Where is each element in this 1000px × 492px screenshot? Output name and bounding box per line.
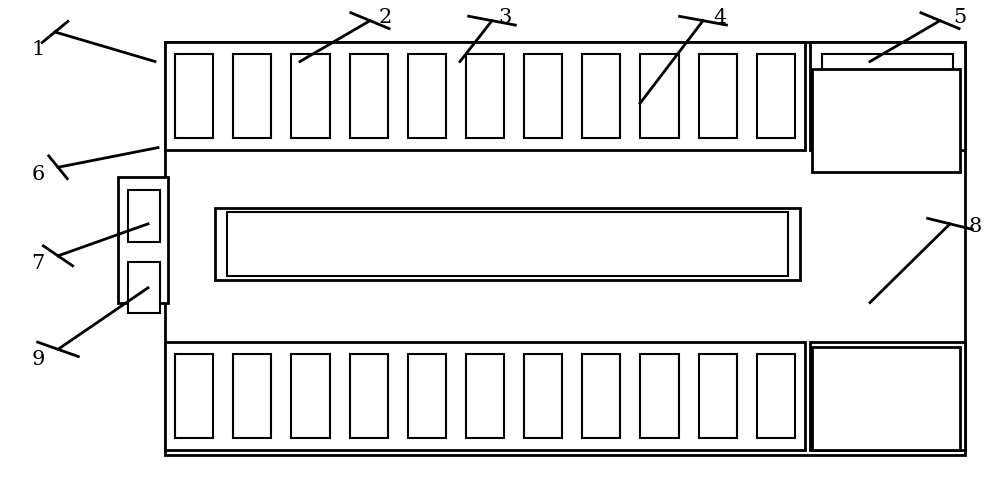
Bar <box>165 42 965 455</box>
Bar <box>408 354 446 438</box>
Text: 3: 3 <box>498 8 512 27</box>
Bar <box>524 54 562 138</box>
Text: 4: 4 <box>713 8 727 27</box>
Bar <box>118 177 168 303</box>
Bar <box>757 54 795 138</box>
Text: 6: 6 <box>31 165 45 184</box>
Bar <box>291 354 330 438</box>
Bar <box>165 342 805 450</box>
Bar <box>233 354 271 438</box>
Bar <box>822 54 953 138</box>
Bar <box>466 54 504 138</box>
Bar <box>215 208 800 280</box>
Bar <box>128 262 160 313</box>
Bar <box>582 354 620 438</box>
Bar <box>757 354 795 438</box>
Bar <box>350 354 388 438</box>
Bar <box>128 190 160 242</box>
Bar <box>233 54 271 138</box>
Text: 1: 1 <box>31 40 45 59</box>
Bar <box>466 354 504 438</box>
Bar <box>291 54 330 138</box>
Bar <box>175 354 213 438</box>
Bar <box>227 212 788 277</box>
Bar <box>812 69 960 172</box>
Bar <box>165 42 805 150</box>
Bar <box>810 42 965 150</box>
Bar <box>640 354 679 438</box>
Bar <box>524 354 562 438</box>
Bar <box>350 54 388 138</box>
Bar <box>699 54 737 138</box>
Text: 7: 7 <box>31 254 45 273</box>
Bar <box>408 54 446 138</box>
Bar <box>810 342 965 450</box>
Text: 9: 9 <box>31 350 45 369</box>
Bar <box>812 347 960 450</box>
Bar <box>582 54 620 138</box>
Bar <box>822 354 953 438</box>
Text: 2: 2 <box>378 8 392 27</box>
Bar <box>175 54 213 138</box>
Bar <box>640 54 679 138</box>
Text: 8: 8 <box>968 217 982 236</box>
Text: 5: 5 <box>953 8 967 27</box>
Bar <box>699 354 737 438</box>
